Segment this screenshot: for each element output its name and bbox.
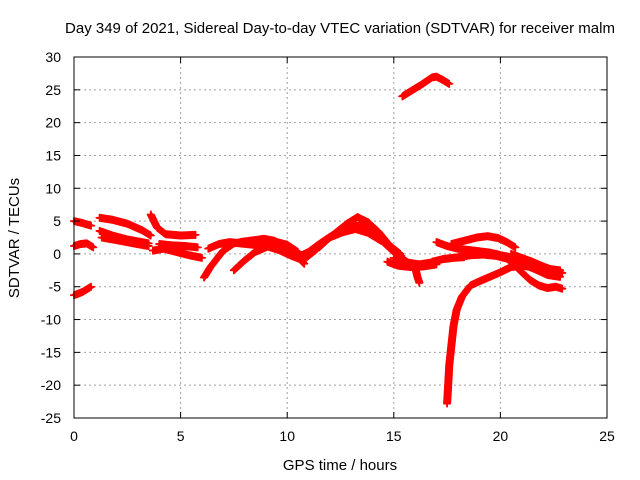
y-tick-label: -20 — [41, 377, 61, 393]
y-tick-label: -15 — [41, 344, 61, 360]
data-series-arc-4 — [95, 213, 155, 240]
data-series-arc-7 — [146, 210, 200, 240]
data-series-arc-18 — [398, 72, 454, 101]
x-axis-label: GPS time / hours — [283, 457, 397, 474]
x-tick-label: 10 — [279, 428, 295, 444]
data-series-arc-8 — [148, 244, 207, 262]
y-tick-label: 0 — [53, 246, 61, 262]
y-axis-label: SDTVAR / TECUs — [6, 178, 23, 298]
data-series-arc-12 — [229, 237, 302, 275]
data-point — [558, 284, 567, 293]
data-point — [511, 243, 520, 252]
y-tick-label: 30 — [45, 49, 61, 65]
data-series-arc-19 — [411, 262, 424, 287]
y-tick-label: -25 — [41, 410, 61, 426]
data-point — [376, 236, 386, 245]
y-tick-label: 25 — [45, 82, 61, 98]
data-layer — [69, 72, 567, 408]
data-point — [146, 231, 155, 240]
y-tick-label: -5 — [49, 279, 62, 295]
data-point — [193, 243, 202, 252]
data-point — [86, 282, 96, 291]
data-series-arc-17 — [389, 253, 437, 269]
x-tick-label: 15 — [386, 428, 402, 444]
data-point — [191, 230, 200, 239]
data-series-arc-23 — [447, 232, 520, 252]
grid — [74, 57, 607, 418]
y-tick-label: 20 — [45, 115, 61, 131]
data-point — [144, 241, 153, 251]
chart-title: Day 349 of 2021, Sidereal Day-to-day VTE… — [65, 20, 615, 37]
data-series-arc-15 — [315, 224, 386, 252]
data-point — [396, 249, 405, 259]
plot-frame — [73, 56, 608, 419]
data-series-arc-26 — [506, 249, 567, 278]
x-tick-label: 0 — [70, 428, 78, 444]
x-tick-label: 25 — [599, 428, 615, 444]
data-series-arc-6 — [97, 233, 153, 251]
data-series-arc-1 — [69, 216, 96, 230]
x-tick-label: 5 — [177, 428, 185, 444]
data-point — [86, 221, 96, 230]
y-tick-label: -10 — [41, 312, 61, 328]
data-point — [558, 268, 567, 278]
data-point — [89, 243, 98, 252]
y-tick-label: 10 — [45, 180, 61, 196]
data-point — [415, 278, 424, 287]
x-tick-label: 20 — [493, 428, 509, 444]
data-point — [445, 79, 454, 89]
y-tick-label: 5 — [53, 213, 61, 229]
data-series-arc-25 — [492, 249, 567, 293]
data-series-arc-14 — [300, 213, 405, 264]
data-point — [197, 253, 207, 262]
data-series-arc-9 — [155, 239, 202, 252]
data-series-arc-2 — [69, 239, 98, 252]
data-series-arc-3 — [69, 282, 96, 300]
axis-ticks: 0 5 10 15 20 25 -25 -20 -15 -10 -5 0 5 10 15 20 25 30 — [41, 49, 615, 444]
y-tick-label: 15 — [45, 147, 61, 163]
